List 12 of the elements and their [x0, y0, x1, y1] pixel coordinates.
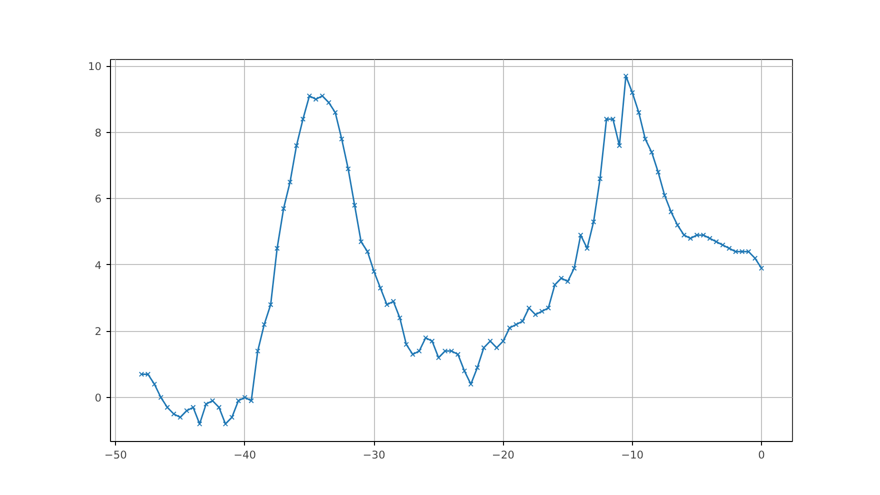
y-tick-label: 2 [94, 325, 102, 338]
x-tick-label: −20 [492, 448, 515, 462]
x-tick-label: −10 [621, 448, 644, 462]
x-tick-label: −30 [362, 448, 386, 462]
x-tick-label: 0 [758, 448, 766, 462]
y-tick-label: 8 [94, 126, 102, 140]
x-tick-label: −50 [104, 448, 128, 462]
y-tick-label: 4 [94, 258, 102, 272]
y-tick-label: 0 [94, 391, 102, 404]
y-tick-label: 6 [94, 192, 102, 206]
y-tick-label: 10 [88, 60, 102, 74]
x-tick-label: −40 [234, 448, 256, 462]
